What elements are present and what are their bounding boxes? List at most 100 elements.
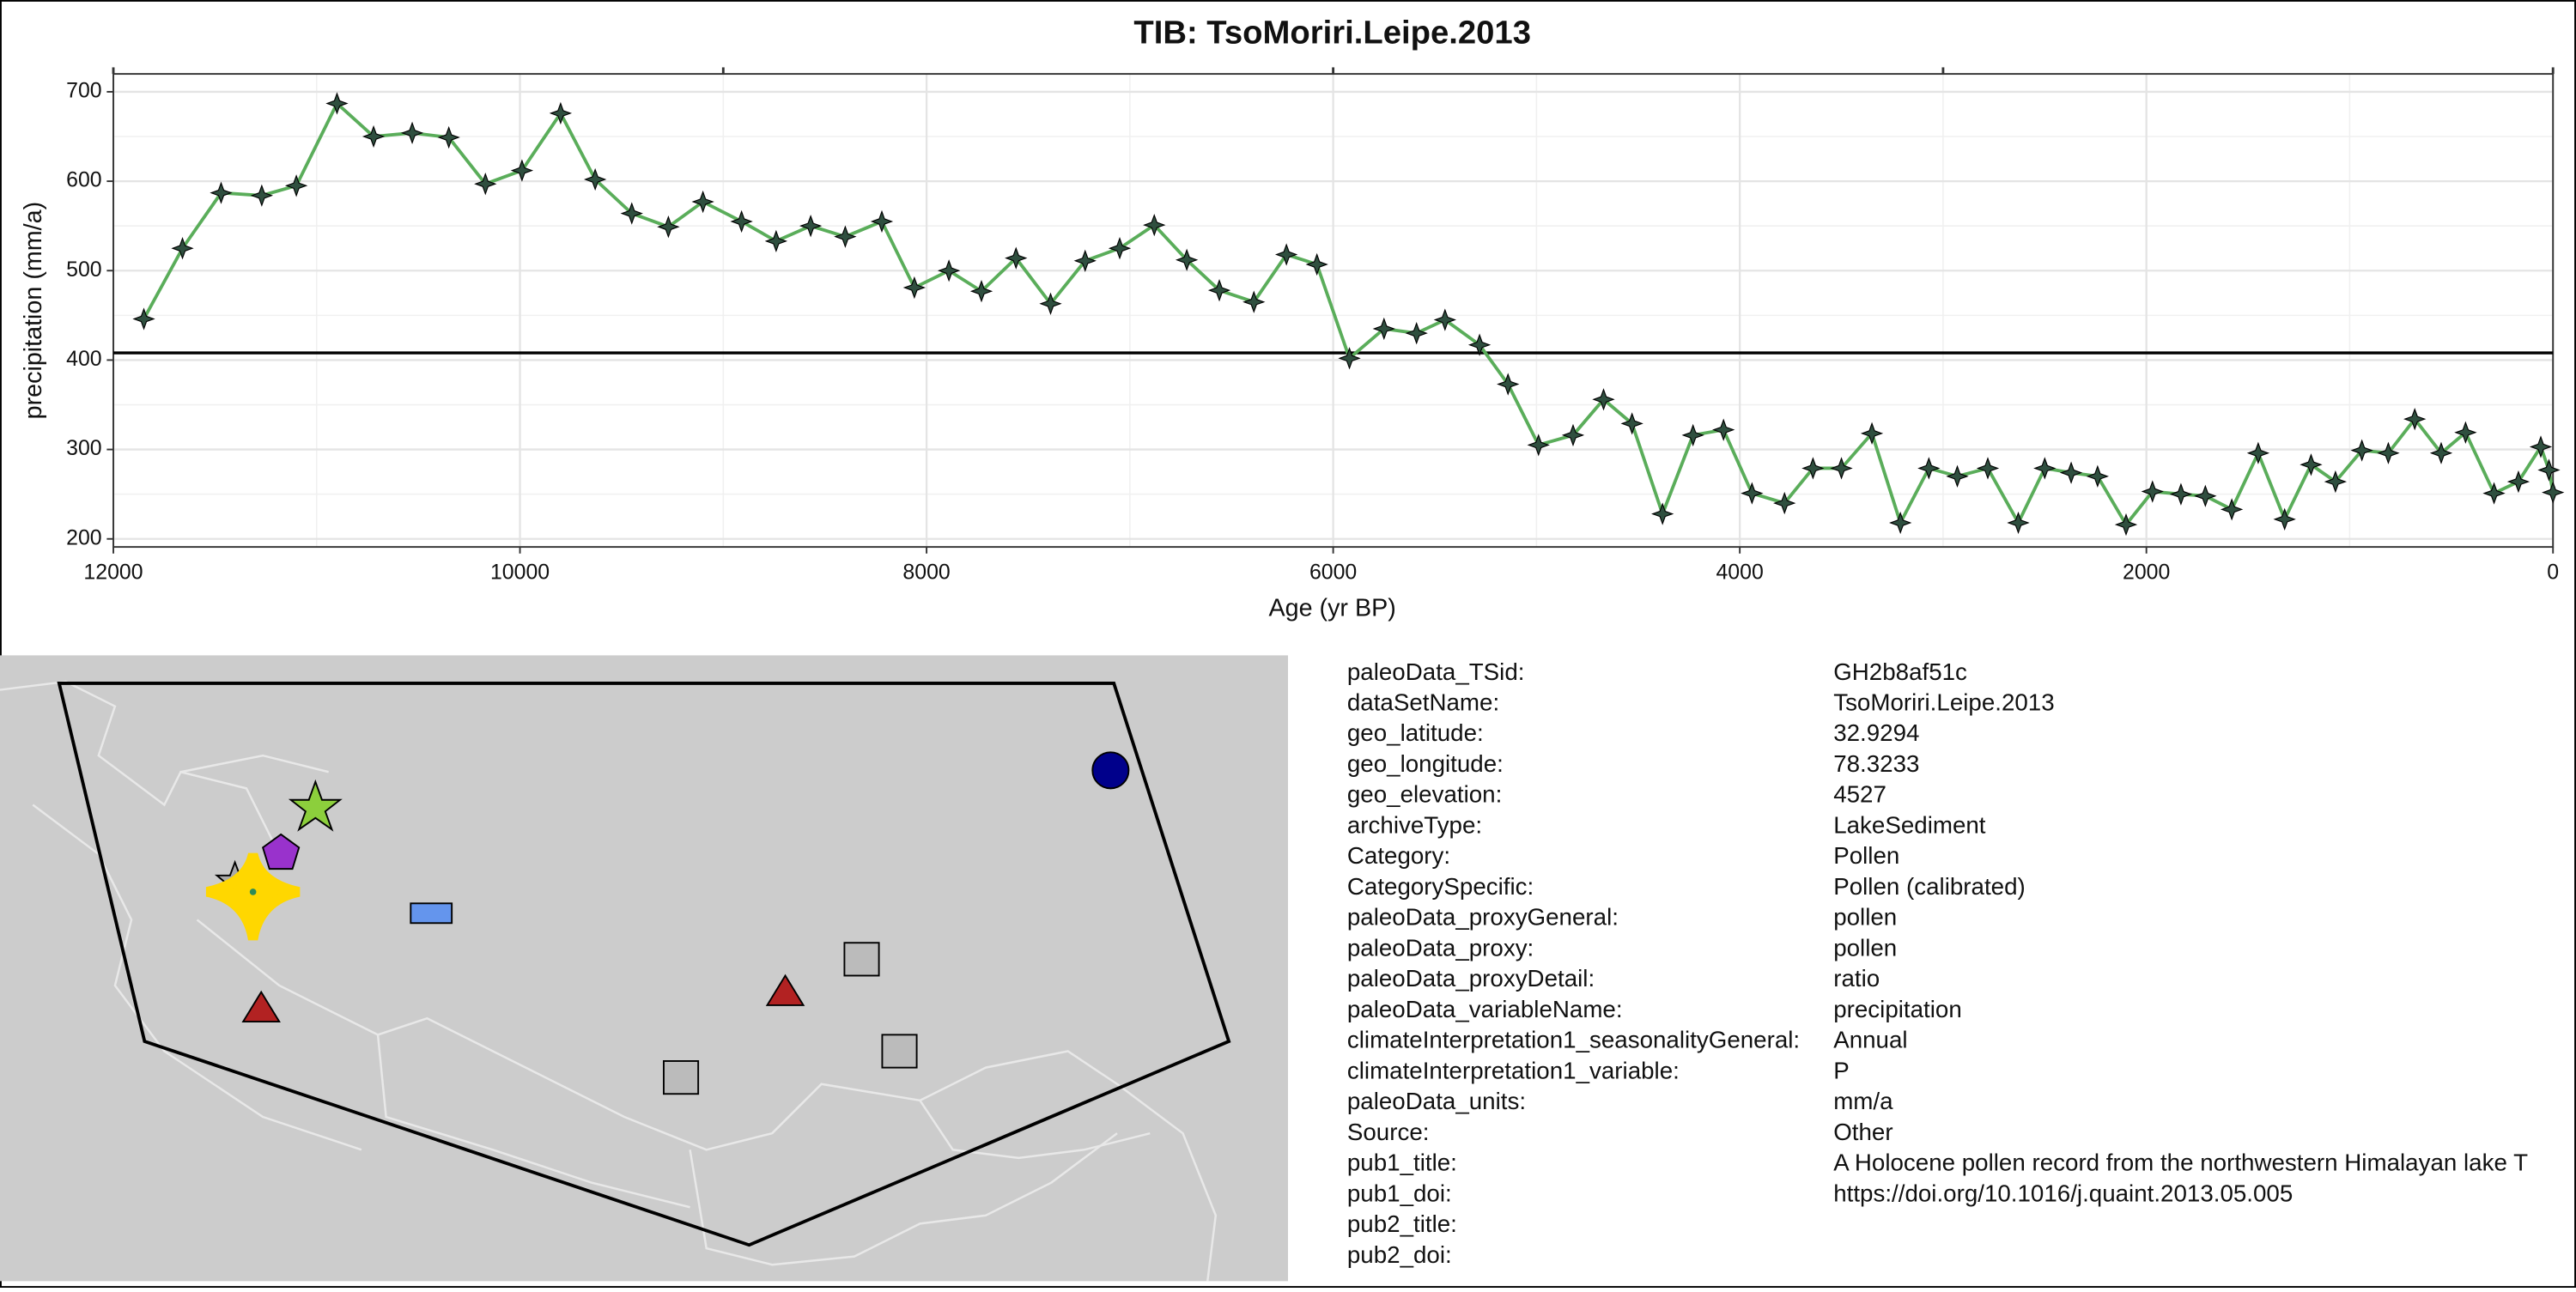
metadata-key: archiveType: — [1347, 811, 1482, 838]
data-point — [1338, 347, 1361, 370]
data-point — [1405, 322, 1428, 345]
metadata-value: A Holocene pollen record from the northw… — [1833, 1149, 2528, 1176]
data-point — [799, 215, 823, 238]
data-point — [2403, 408, 2427, 431]
data-point — [2537, 458, 2561, 482]
data-point — [1073, 249, 1097, 272]
metadata-key: geo_elevation: — [1347, 781, 1502, 808]
site-marker-center — [249, 889, 257, 895]
metadata-table: paleoData_TSid: GH2b8af51c dataSetName: Tso… — [1347, 658, 2528, 1268]
metadata-value: ratio — [1833, 965, 1880, 992]
data-point — [2273, 507, 2296, 531]
region-polygon — [57, 682, 1231, 1247]
data-point — [691, 190, 714, 214]
metadata-value: precipitation — [1833, 996, 1962, 1022]
data-point — [2086, 464, 2110, 488]
data-point — [549, 101, 573, 125]
data-point — [2033, 457, 2057, 480]
site-marker — [410, 902, 453, 925]
data-point — [2059, 461, 2083, 484]
data-point — [284, 174, 308, 197]
site-marker — [288, 779, 343, 832]
metadata-key: climateInterpretation1_seasonalityGenera… — [1347, 1027, 1800, 1053]
data-point — [1242, 290, 1266, 313]
y-tick-label: 200 — [66, 525, 101, 549]
metadata-key: geo_latitude: — [1347, 719, 1484, 746]
y-tick-label: 300 — [66, 436, 101, 460]
metadata-value: Annual — [1833, 1027, 1907, 1053]
data-point — [2529, 435, 2553, 458]
data-point — [1889, 511, 1912, 535]
metadata-key: dataSetName: — [1347, 689, 1499, 716]
data-point — [2246, 441, 2270, 464]
data-point — [1860, 422, 1884, 445]
site-marker — [663, 1060, 700, 1095]
data-point — [1976, 457, 2000, 480]
y-axis-label: precipitation (mm/a) — [20, 202, 47, 419]
metadata-value: TsoMoriri.Leipe.2013 — [1833, 689, 2054, 716]
x-tick-label: 2000 — [2123, 560, 2170, 584]
data-point — [2194, 484, 2217, 507]
data-point — [1527, 434, 1550, 457]
data-point — [2506, 470, 2530, 494]
site-marker — [881, 1034, 918, 1069]
metadata-value: P — [1833, 1057, 1850, 1083]
data-point — [2429, 441, 2453, 464]
data-point — [583, 167, 607, 191]
site-marker — [262, 833, 301, 870]
data-point — [1773, 491, 1796, 515]
metadata-key: paleoData_proxyDetail: — [1347, 965, 1595, 992]
y-tick-label: 700 — [66, 78, 101, 102]
data-point — [2300, 453, 2323, 476]
data-point — [1830, 457, 1853, 480]
site-marker — [843, 942, 880, 977]
data-point — [210, 181, 233, 204]
data-point — [1433, 308, 1456, 331]
metadata-value: GH2b8af51c — [1833, 658, 1967, 685]
data-point — [2482, 482, 2506, 505]
metadata-value: pollen — [1833, 904, 1897, 931]
data-point — [834, 225, 857, 248]
x-tick-label: 10000 — [490, 560, 550, 584]
plot: 200 300 400 500 600 700 12000 10000 8000 6000 4000… — [66, 67, 2565, 584]
data-point — [1207, 279, 1231, 302]
data-point — [870, 209, 894, 234]
y-tick-label: 500 — [66, 258, 101, 282]
metadata-value: https://doi.org/10.1016/j.quaint.2013.05… — [1833, 1180, 2293, 1206]
x-axis-label: Age (yr BP) — [1269, 594, 1396, 622]
data-point — [2220, 498, 2244, 521]
data-point — [510, 159, 534, 182]
metadata-key: Source: — [1347, 1119, 1430, 1145]
data-point — [1681, 423, 1704, 447]
data-point — [1143, 213, 1166, 237]
site-marker-current — [205, 852, 301, 941]
metadata-key: geo_longitude: — [1347, 750, 1504, 777]
data-point — [2454, 421, 2477, 444]
metadata-key: paleoData_units: — [1347, 1088, 1526, 1114]
data-point — [1561, 423, 1585, 447]
data-point — [620, 202, 643, 225]
metadata-key: Category: — [1347, 842, 1450, 869]
data-point — [2169, 482, 2193, 506]
data-point — [937, 259, 961, 282]
data-point — [474, 173, 497, 196]
metadata-key: CategorySpecific: — [1347, 873, 1534, 900]
y-tick-label: 600 — [66, 168, 101, 192]
data-point — [1946, 464, 1969, 488]
data-point — [400, 121, 424, 145]
metadata-key: paleoData_TSid: — [1347, 658, 1525, 685]
data-point — [2350, 439, 2373, 462]
data-point — [171, 237, 194, 260]
data-point — [1175, 248, 1199, 271]
map — [0, 655, 1288, 1282]
data-point — [1497, 373, 1520, 396]
data-point — [902, 276, 927, 300]
data-point — [2141, 480, 2164, 503]
metadata-key: pub2_title: — [1347, 1210, 1457, 1237]
metadata-value: pollen — [1833, 934, 1897, 961]
chart-title: TIB: TsoMoriri.Leipe.2013 — [1133, 14, 1531, 51]
data-point — [2114, 513, 2138, 537]
x-tick-label: 4000 — [1716, 560, 1763, 584]
